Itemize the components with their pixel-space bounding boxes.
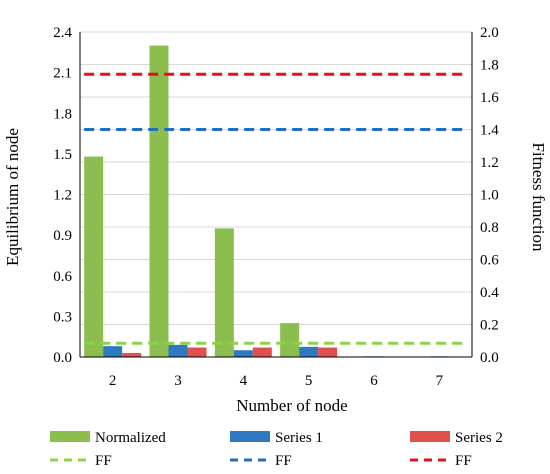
bar xyxy=(149,45,169,358)
right-tick-label: 0.4 xyxy=(480,285,499,301)
right-tick-label: 0.2 xyxy=(480,318,499,334)
right-axis-ticks: 0.0 0.2 0.4 0.6 0.8 1.0 1.2 1.4 1.6 1.8 2.0 xyxy=(480,25,499,366)
x-axis-title: Number of node xyxy=(236,396,347,415)
x-tick-label: 5 xyxy=(305,373,313,389)
left-tick-label: 0.9 xyxy=(53,228,72,244)
x-tick-label: 3 xyxy=(174,373,182,389)
legend-swatch xyxy=(410,431,450,442)
bar xyxy=(103,346,123,357)
right-tick-label: 1.2 xyxy=(480,155,499,171)
legend: Normalized Series 1 Series 2 FF FF FF xyxy=(50,430,503,469)
x-tick-label: 7 xyxy=(436,373,444,389)
bar xyxy=(122,352,142,357)
bar xyxy=(84,156,104,357)
legend-label: FF xyxy=(275,453,292,469)
bar xyxy=(318,347,338,357)
fitness-lines xyxy=(84,72,468,345)
bar xyxy=(168,344,188,357)
bar xyxy=(187,347,207,357)
left-tick-label: 1.5 xyxy=(53,147,72,163)
legend-label: Series 1 xyxy=(275,430,323,446)
right-tick-label: 1.8 xyxy=(480,58,499,74)
bar xyxy=(214,228,234,357)
y2-axis-title: Fitness function xyxy=(529,142,548,252)
bar xyxy=(280,323,300,357)
right-tick-label: 0.8 xyxy=(480,220,499,236)
right-tick-label: 0.0 xyxy=(480,350,499,366)
left-tick-label: 1.8 xyxy=(53,106,72,122)
left-tick-label: 0.3 xyxy=(53,309,72,325)
x-tick-label: 2 xyxy=(109,373,117,389)
y-axis-title: Equilibrium of node xyxy=(3,128,22,266)
bar xyxy=(252,347,272,357)
x-axis-ticks: 2 3 4 5 6 7 xyxy=(109,373,444,389)
legend-label: Series 2 xyxy=(455,430,503,446)
left-tick-label: 1.2 xyxy=(53,188,72,204)
x-tick-label: 4 xyxy=(240,373,248,389)
right-tick-label: 1.4 xyxy=(480,123,499,139)
left-axis-ticks: 0.0 0.3 0.6 0.9 1.2 1.5 1.8 2.1 2.4 xyxy=(53,25,72,366)
left-tick-label: 2.4 xyxy=(53,25,72,41)
legend-label: FF xyxy=(455,453,472,469)
legend-swatch xyxy=(230,431,270,442)
left-tick-label: 2.1 xyxy=(53,66,72,82)
legend-swatch xyxy=(50,431,90,442)
right-tick-label: 2.0 xyxy=(480,25,499,41)
right-tick-label: 1.0 xyxy=(480,188,499,204)
bar xyxy=(233,350,253,357)
left-tick-label: 0.0 xyxy=(53,350,72,366)
legend-label: FF xyxy=(95,453,112,469)
axes xyxy=(79,32,473,358)
bars xyxy=(84,45,449,358)
x-tick-label: 6 xyxy=(370,373,378,389)
right-tick-label: 0.6 xyxy=(480,253,499,269)
right-tick-label: 1.6 xyxy=(480,90,499,106)
legend-label: Normalized xyxy=(95,430,166,446)
bar xyxy=(299,346,319,357)
left-tick-label: 0.6 xyxy=(53,269,72,285)
grid-lines xyxy=(80,31,472,325)
